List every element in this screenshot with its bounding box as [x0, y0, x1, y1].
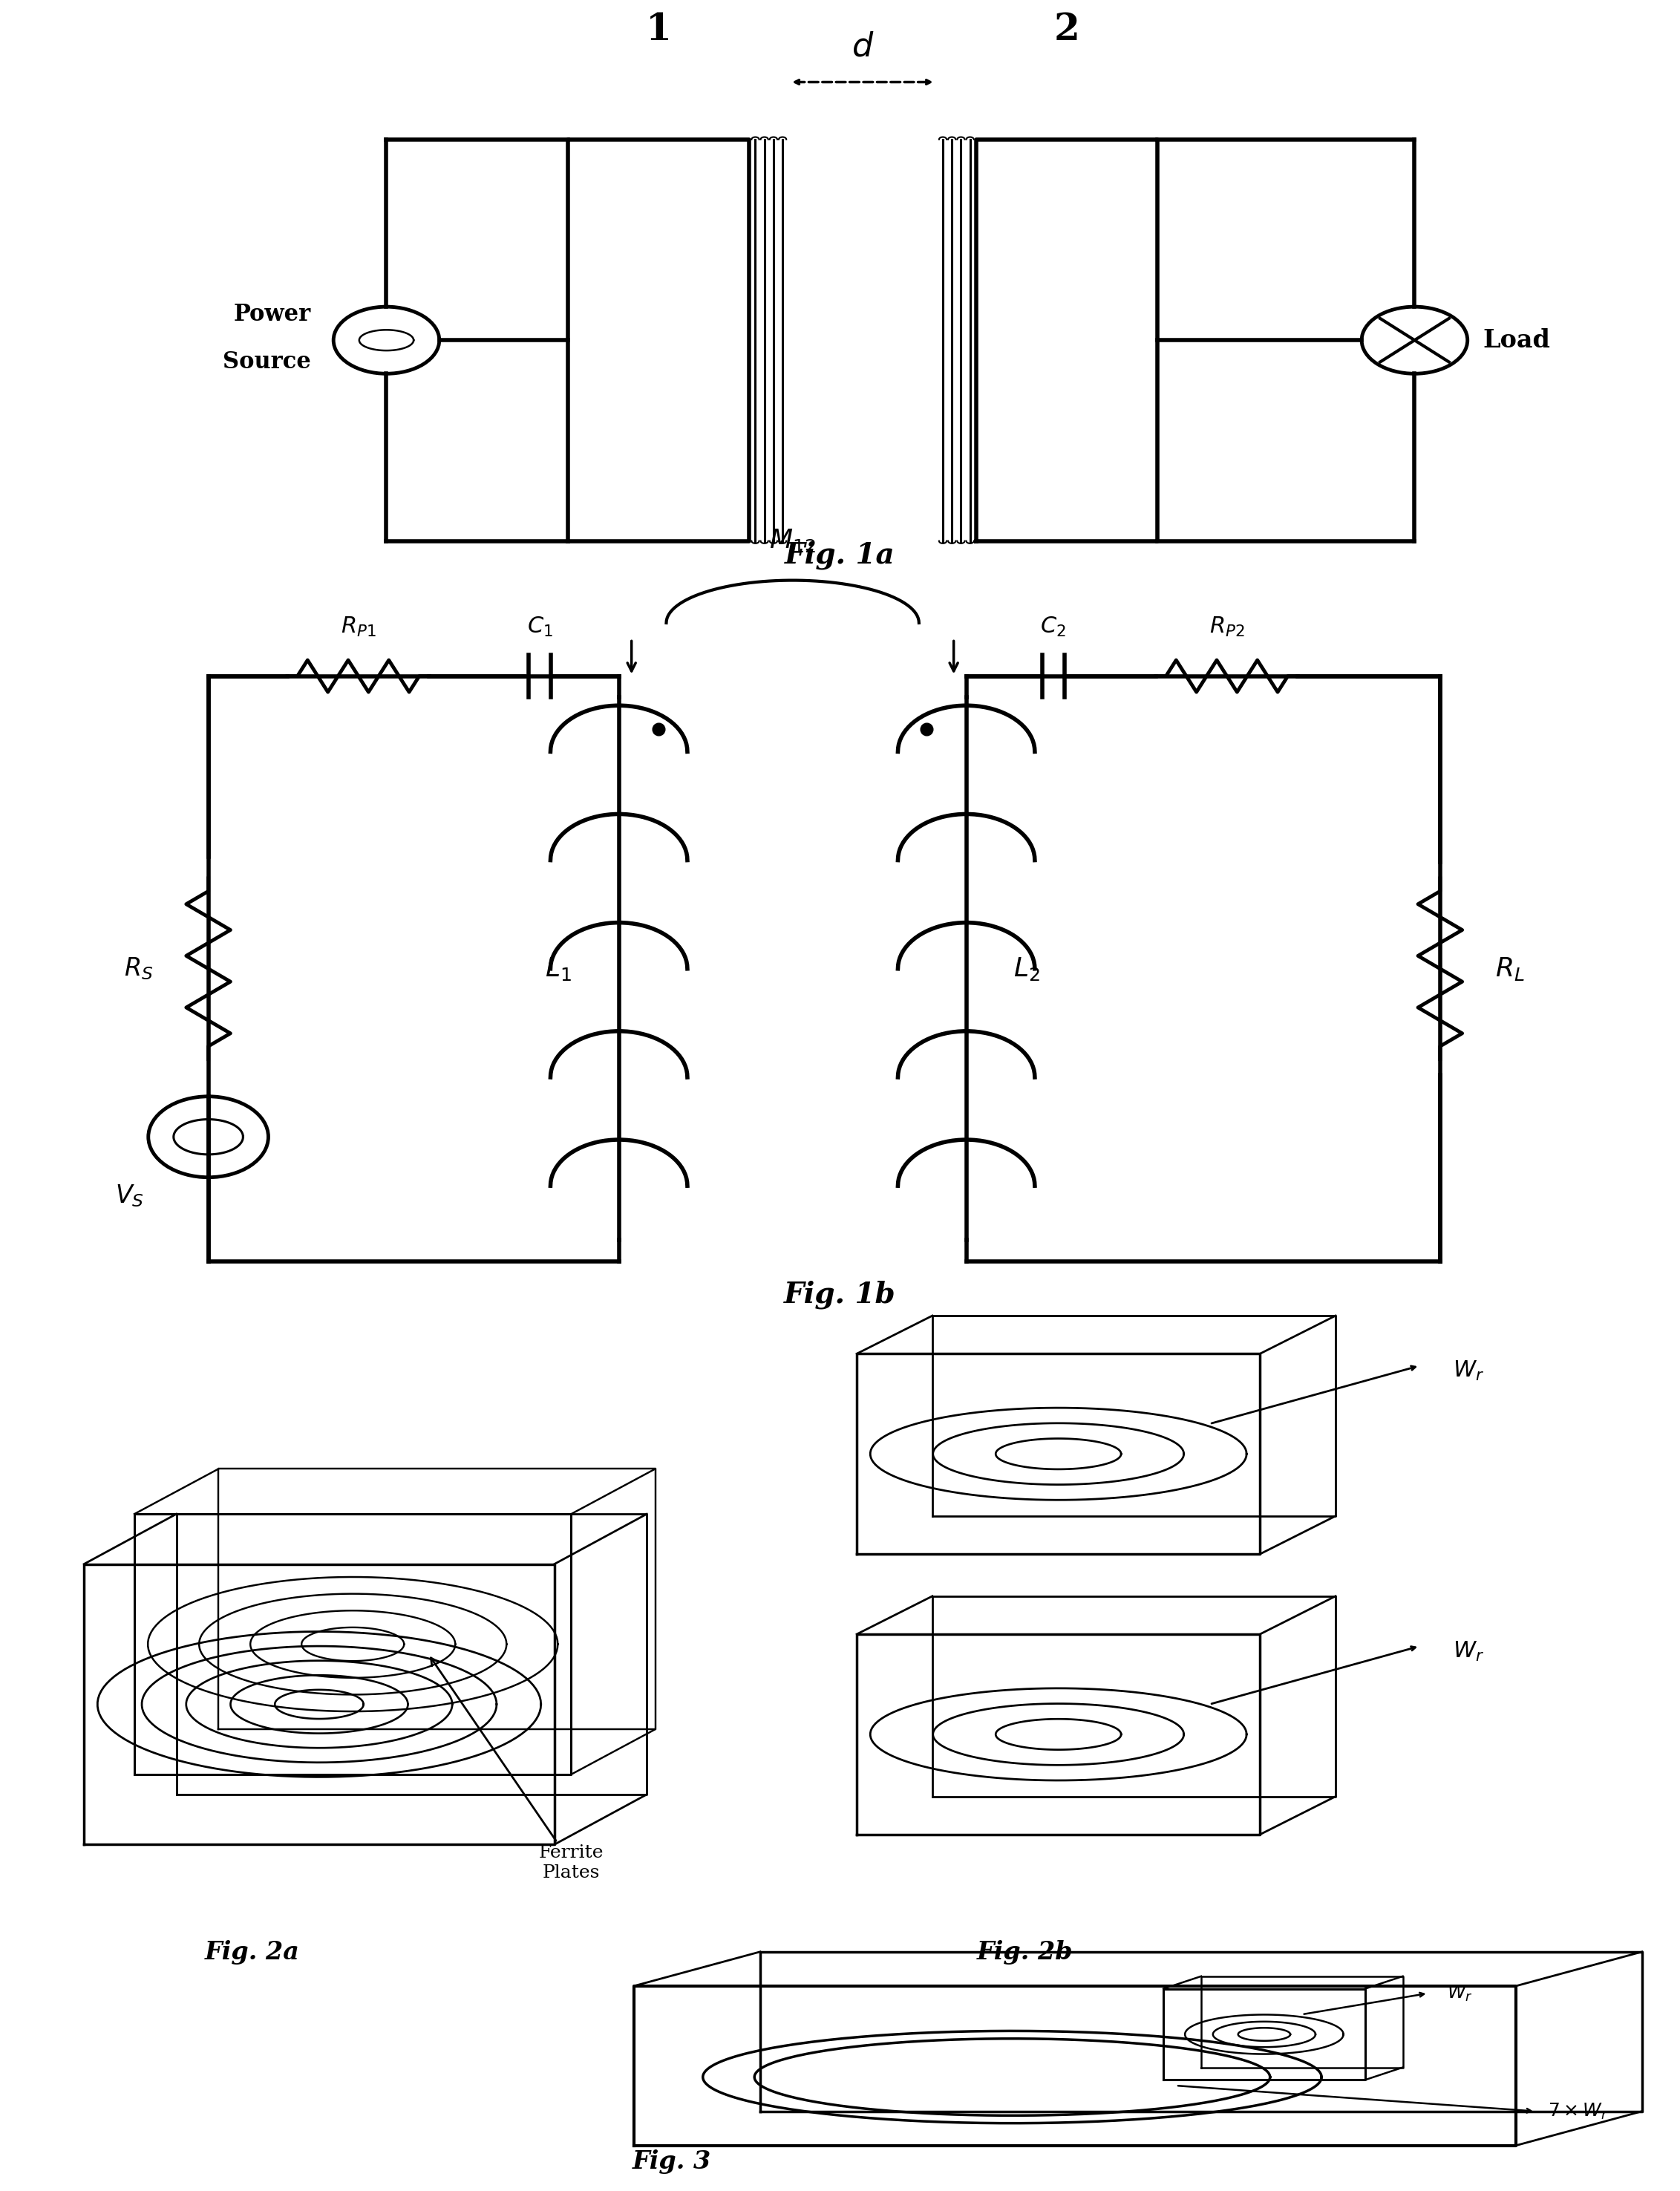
- Text: $M_{12}$: $M_{12}$: [769, 528, 816, 554]
- Text: $C_1$: $C_1$: [528, 616, 553, 640]
- Text: $L_1$: $L_1$: [544, 955, 571, 982]
- Text: $L_2$: $L_2$: [1013, 955, 1040, 982]
- Text: $C_2$: $C_2$: [1040, 616, 1067, 640]
- Text: $W_r$: $W_r$: [1453, 1639, 1485, 1663]
- Text: Ferrite
Plates: Ferrite Plates: [430, 1659, 603, 1882]
- Text: $W_r$: $W_r$: [1446, 1983, 1473, 2003]
- Text: $R_L$: $R_L$: [1495, 955, 1525, 982]
- Text: $d$: $d$: [852, 31, 874, 64]
- Text: Fig. 2b: Fig. 2b: [976, 1941, 1074, 1965]
- Text: $R_{P2}$: $R_{P2}$: [1210, 616, 1245, 640]
- Text: Fig. 1b: Fig. 1b: [785, 1282, 895, 1310]
- Text: $W_r$: $W_r$: [1453, 1358, 1485, 1383]
- Text: $R_S$: $R_S$: [124, 955, 153, 982]
- Text: Power: Power: [234, 302, 311, 326]
- Text: Fig. 3: Fig. 3: [633, 2149, 711, 2173]
- Text: $R_{P1}$: $R_{P1}$: [341, 616, 376, 640]
- Text: Fig. 2a: Fig. 2a: [205, 1941, 299, 1965]
- Text: $7\times W_r$: $7\times W_r$: [1547, 2101, 1608, 2121]
- Text: Load: Load: [1483, 329, 1551, 353]
- Text: Fig. 1a: Fig. 1a: [785, 541, 895, 570]
- Text: 2: 2: [1053, 13, 1080, 48]
- Text: 1: 1: [645, 13, 672, 48]
- Text: Source: Source: [222, 351, 311, 375]
- Text: $V_S$: $V_S$: [114, 1183, 144, 1209]
